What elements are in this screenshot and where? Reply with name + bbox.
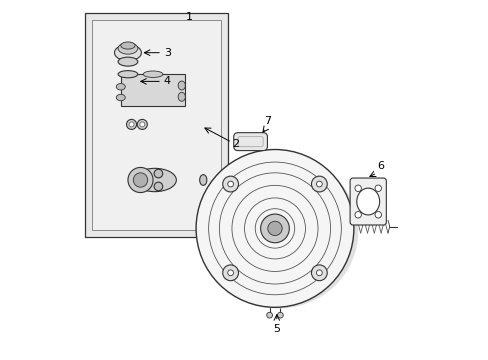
Circle shape (126, 120, 136, 130)
Circle shape (354, 185, 361, 192)
Ellipse shape (114, 45, 141, 61)
Text: 5: 5 (273, 324, 280, 334)
Circle shape (129, 122, 134, 127)
Circle shape (260, 214, 289, 243)
Ellipse shape (116, 84, 125, 90)
Bar (92, 21, 221, 230)
Ellipse shape (118, 71, 138, 78)
Bar (121, 74, 185, 107)
Ellipse shape (178, 81, 185, 90)
FancyBboxPatch shape (349, 178, 386, 225)
Circle shape (128, 167, 153, 193)
Circle shape (227, 181, 233, 187)
Ellipse shape (133, 168, 176, 192)
Text: 6: 6 (377, 161, 384, 171)
FancyBboxPatch shape (233, 133, 267, 150)
Circle shape (316, 181, 322, 187)
Circle shape (374, 185, 381, 192)
Bar (85, 13, 228, 237)
Circle shape (196, 149, 353, 307)
Circle shape (316, 270, 322, 276)
Circle shape (311, 176, 326, 192)
Text: 2: 2 (231, 139, 239, 149)
Ellipse shape (199, 175, 206, 185)
Circle shape (137, 120, 147, 130)
Ellipse shape (118, 57, 138, 66)
Text: 7: 7 (264, 116, 271, 126)
Ellipse shape (143, 71, 163, 77)
Circle shape (222, 176, 238, 192)
Circle shape (266, 312, 272, 318)
Circle shape (227, 270, 233, 276)
Ellipse shape (116, 94, 125, 101)
Ellipse shape (356, 188, 379, 215)
Ellipse shape (197, 154, 358, 309)
Circle shape (354, 212, 361, 218)
Text: 4: 4 (163, 76, 171, 86)
Circle shape (374, 212, 381, 218)
Circle shape (267, 221, 282, 235)
Circle shape (311, 265, 326, 281)
Circle shape (222, 265, 238, 281)
Circle shape (154, 182, 163, 191)
Circle shape (277, 312, 283, 318)
Circle shape (140, 122, 144, 127)
Text: 3: 3 (163, 48, 170, 58)
Circle shape (133, 173, 147, 187)
Ellipse shape (178, 92, 185, 101)
Ellipse shape (118, 42, 138, 54)
Ellipse shape (121, 42, 135, 49)
Text: 1: 1 (185, 12, 192, 22)
Circle shape (154, 169, 163, 178)
